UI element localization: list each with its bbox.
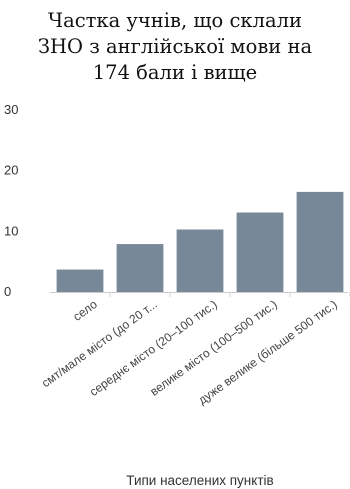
x-tick-label: село bbox=[70, 297, 100, 324]
y-tick-label: 0 bbox=[4, 284, 11, 299]
bar[interactable] bbox=[296, 191, 344, 292]
bar[interactable] bbox=[116, 244, 164, 292]
chart-title-line-3: 174 бали і вище bbox=[92, 61, 258, 84]
chart-title-line-2: ЗНО з англійської мови на bbox=[37, 35, 313, 58]
y-tick-label: 20 bbox=[4, 163, 18, 178]
chart-title: Частка учнів, що склали ЗНО з англійсько… bbox=[0, 8, 350, 86]
bar[interactable] bbox=[176, 229, 224, 292]
y-tick-label: 10 bbox=[4, 223, 18, 238]
chart-title-line-1: Частка учнів, що склали bbox=[48, 9, 302, 32]
bar[interactable] bbox=[56, 269, 104, 292]
x-tick-label: смт/мале місто (до 20 т... bbox=[39, 297, 160, 390]
bar[interactable] bbox=[236, 212, 284, 292]
y-tick-label: 30 bbox=[4, 102, 18, 117]
x-axis-title: Типи населених пунктів bbox=[126, 473, 273, 488]
